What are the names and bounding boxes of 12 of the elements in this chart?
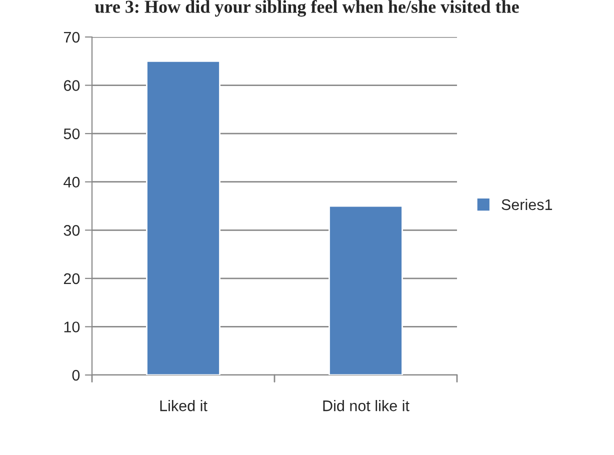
y-tick-label: 20 xyxy=(64,273,80,284)
y-tick-label: 70 xyxy=(64,32,80,43)
x-tick-label: Did not like it xyxy=(323,400,410,412)
y-tick-label: 60 xyxy=(64,80,80,91)
y-tick-label: 10 xyxy=(64,322,80,332)
x-tick-label: Liked it xyxy=(160,400,208,412)
legend-label: Series1 xyxy=(502,198,552,210)
y-tick-label: 30 xyxy=(64,225,80,236)
chart-title: ure 3: How did your sibling feel when he/she visited the xyxy=(94,0,519,17)
y-tick-label: 40 xyxy=(64,176,80,188)
y-tick-label: 0 xyxy=(72,370,80,381)
y-tick-label: 50 xyxy=(64,128,80,140)
